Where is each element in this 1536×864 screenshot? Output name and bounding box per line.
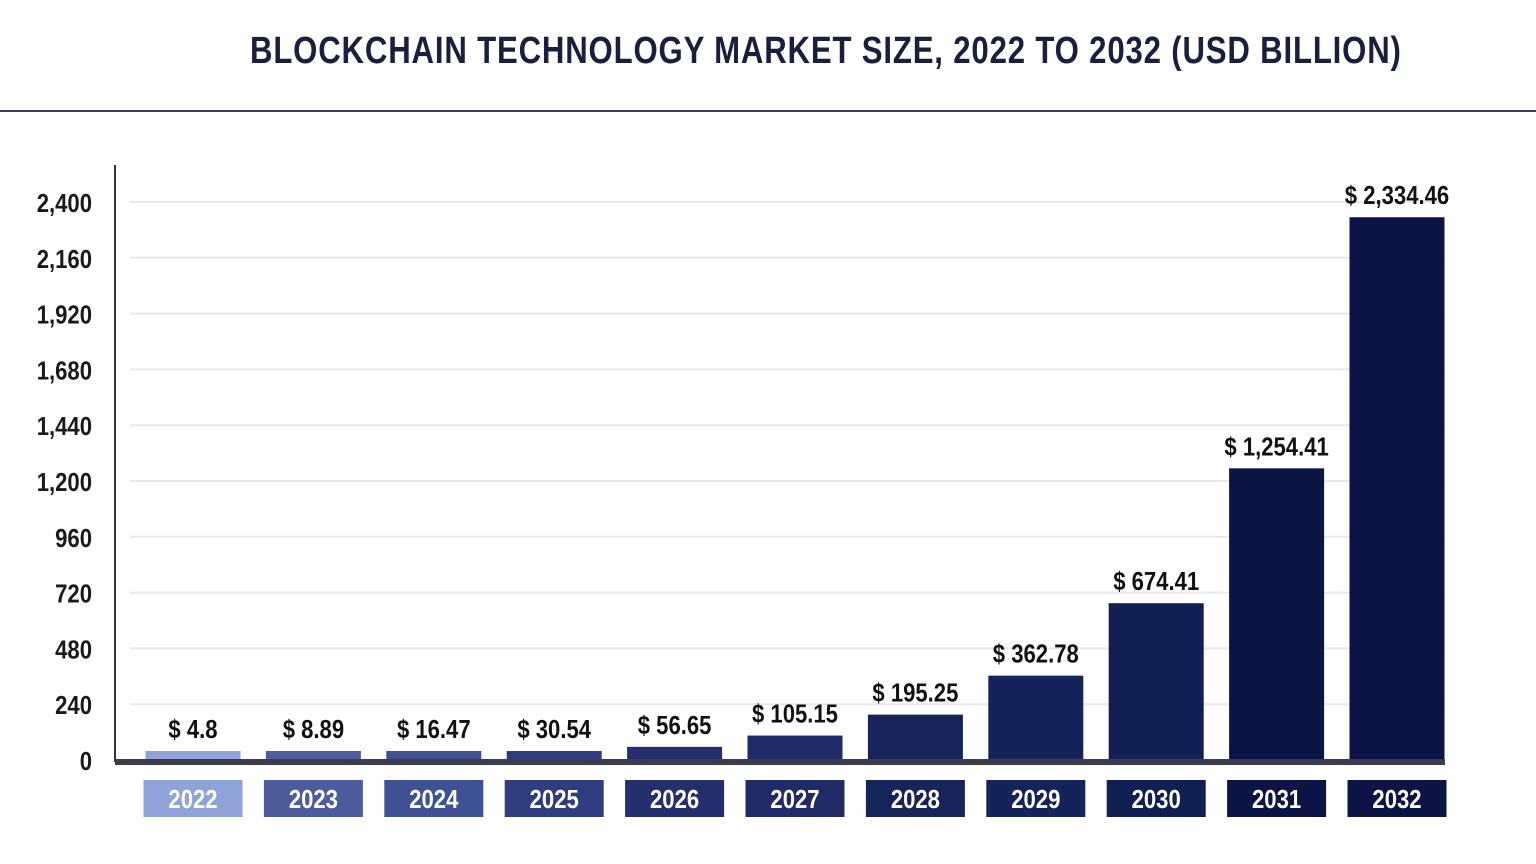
y-tick-label: 2,160 [37, 245, 92, 274]
data-label: $ 2,334.46 [1345, 182, 1449, 211]
data-label: $ 674.41 [1113, 568, 1199, 597]
y-tick-label: 1,920 [37, 301, 92, 330]
y-tick-label: 1,200 [37, 468, 92, 497]
x-label-box [263, 780, 363, 817]
bar-2030 [1108, 603, 1204, 760]
bar-2025 [506, 751, 602, 760]
y-tick-label: 720 [55, 580, 92, 609]
x-label-box [986, 780, 1086, 817]
data-label: $ 16.47 [397, 715, 471, 744]
data-label: $ 195.25 [872, 679, 958, 708]
data-label: $ 105.15 [752, 700, 838, 729]
x-tick-label: 2022 [168, 785, 217, 814]
bar-2031 [1229, 468, 1325, 760]
x-tick-label: 2026 [650, 785, 699, 814]
bar-2023 [265, 751, 361, 760]
x-label-box [625, 780, 725, 817]
x-tick-label: 2032 [1372, 785, 1421, 814]
x-tick-label: 2029 [1011, 785, 1060, 814]
y-tick-label: 960 [55, 524, 92, 553]
data-label: $ 8.89 [283, 715, 344, 744]
x-tick-label: 2023 [289, 785, 338, 814]
data-label: $ 30.54 [517, 715, 591, 744]
x-axis [115, 759, 1445, 765]
x-label-box [865, 780, 965, 817]
data-label: $ 4.8 [168, 715, 217, 744]
y-tick-label: 480 [55, 636, 92, 665]
x-label-box [1227, 780, 1327, 817]
data-label: $ 56.65 [638, 711, 712, 740]
y-tick-label: 2,400 [37, 189, 92, 218]
chart-title: BLOCKCHAIN TECHNOLOGY MARKET SIZE, 2022 … [250, 30, 1402, 72]
y-tick-label: 1,440 [37, 413, 92, 442]
bar-2028 [867, 714, 963, 760]
x-tick-label: 2027 [770, 785, 819, 814]
x-label-box [745, 780, 845, 817]
y-tick-label: 1,680 [37, 357, 92, 386]
x-tick-label: 2024 [409, 785, 459, 814]
x-label-box [143, 780, 243, 817]
bar-2024 [386, 751, 482, 760]
x-tick-label: 2030 [1132, 785, 1181, 814]
bar-2032 [1349, 217, 1445, 761]
x-label-box [384, 780, 484, 817]
bar-2022 [145, 751, 241, 760]
x-label-box [504, 780, 604, 817]
title-divider [0, 110, 1536, 112]
bar-2029 [988, 675, 1084, 760]
data-label: $ 1,254.41 [1224, 433, 1328, 462]
x-label-box [1106, 780, 1206, 817]
bar-2026 [627, 746, 723, 760]
x-tick-label: 2031 [1252, 785, 1301, 814]
data-label: $ 362.78 [993, 640, 1079, 669]
x-tick-label: 2028 [891, 785, 940, 814]
y-tick-label: 240 [55, 692, 92, 721]
y-tick-label: 0 [80, 747, 92, 776]
x-tick-label: 2025 [530, 785, 579, 814]
x-label-box [1347, 780, 1447, 817]
bar-2027 [747, 735, 843, 760]
